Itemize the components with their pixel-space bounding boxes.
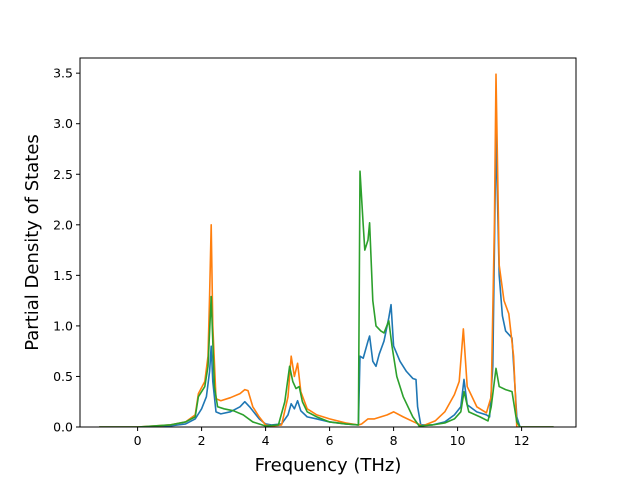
x-tick-label: 2: [198, 433, 206, 448]
x-tick-label: 6: [326, 433, 334, 448]
y-tick-label: 2.0: [53, 217, 73, 232]
y-tick-label: 3.5: [53, 66, 73, 81]
series-layer: [99, 73, 554, 427]
x-tick-label: 8: [390, 433, 398, 448]
x-tick-label: 4: [262, 433, 270, 448]
series-line-3: [99, 170, 554, 427]
y-tick-label: 3.0: [53, 116, 73, 131]
y-tick-label: 0.0: [53, 420, 73, 435]
series-line-2: [99, 73, 554, 427]
ticks-layer: 0 2 4 6 8 10 12 0.0 0.5 1.0 1.5 2.0 2.5 3.0 3.5: [53, 66, 529, 448]
x-axis-label: Frequency (THz): [255, 455, 402, 476]
x-tick-label: 12: [514, 433, 530, 448]
series-line-1: [99, 133, 554, 427]
axes-frame: [79, 57, 577, 428]
y-tick-label: 1.0: [53, 318, 73, 333]
y-tick-label: 2.5: [53, 167, 73, 182]
y-tick-label: 0.5: [53, 369, 73, 384]
x-tick-label: 0: [134, 433, 142, 448]
y-tick-label: 1.5: [53, 268, 73, 283]
x-tick-label: 10: [450, 433, 466, 448]
y-axis-label: Partial Density of States: [22, 134, 43, 351]
